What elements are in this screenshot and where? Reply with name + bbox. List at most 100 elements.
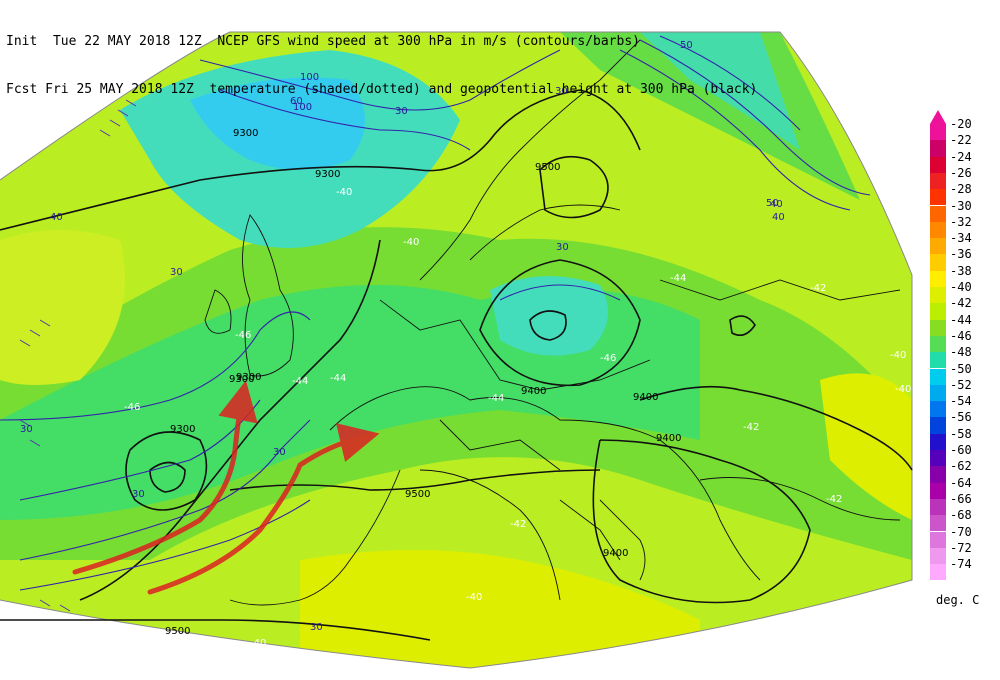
legend-swatch	[930, 189, 946, 206]
legend-swatch	[930, 368, 946, 385]
legend-swatch	[930, 156, 946, 173]
temperature-labels: -40 -40 -40 -42 -42 -42 -42 -44 -44 -44 -44 -46 -46 -…	[124, 187, 911, 649]
fcst-label: Fcst	[6, 82, 38, 97]
legend-tick-label: -24	[950, 149, 972, 164]
height-contour-label: 9500	[165, 626, 190, 637]
temperature-label: -42	[810, 283, 826, 294]
temperature-label: -44	[292, 376, 308, 387]
legend-tick-label: -30	[950, 198, 972, 213]
wind-contour-label: 100	[293, 102, 312, 113]
legend-tick-label: -26	[950, 165, 972, 180]
temperature-label: -42	[510, 519, 526, 530]
legend-swatch	[930, 254, 946, 271]
legend-swatch	[930, 238, 946, 255]
height-contour-label: 9300	[315, 169, 340, 180]
legend-tick-label: -70	[950, 524, 972, 539]
legend-swatch	[930, 466, 946, 483]
height-contour-label: 9300	[229, 374, 254, 385]
legend-swatch	[930, 417, 946, 434]
temperature-label: -40	[890, 350, 906, 361]
temperature-label: -40	[466, 592, 482, 603]
wind-contour-label: 30	[132, 489, 145, 500]
legend-tick-label: -40	[950, 280, 972, 294]
temperature-label: -40	[336, 187, 352, 198]
legend-tick-label: -68	[950, 508, 972, 523]
legend-tick-label: -38	[950, 263, 972, 278]
legend-swatch	[930, 270, 946, 287]
legend-swatch	[930, 352, 946, 369]
legend-swatch	[930, 221, 946, 239]
wind-contour-label: 30	[395, 106, 408, 117]
coastlines	[204, 39, 901, 606]
legend-swatch	[930, 547, 946, 565]
wind-contour-label: 30	[555, 86, 568, 97]
legend-tick-label: -36	[950, 247, 972, 262]
height-contour-label: 9400	[633, 392, 658, 403]
legend-swatch	[930, 450, 946, 467]
wind-contour-label: 40	[772, 212, 785, 223]
header-row-fcst: Fcst Fri 25 MAY 2018 12Z temperature (sh…	[6, 82, 757, 98]
legend-swatch	[930, 531, 946, 548]
header-title-line2: temperature (shaded/dotted) and geopoten…	[209, 82, 758, 97]
legend-tick-label: -44	[950, 312, 972, 327]
legend-swatch	[930, 140, 946, 157]
height-contour-label: 9400	[521, 386, 546, 397]
legend-units: deg. C	[936, 593, 980, 607]
legend-swatch	[930, 564, 946, 581]
legend-tick-label: -28	[950, 182, 972, 197]
legend-tick-label: -46	[950, 328, 972, 343]
temperature-label: -46	[600, 353, 616, 364]
header-row-init: Init Tue 22 MAY 2018 12Z NCEP GFS wind s…	[6, 34, 757, 50]
wind-contour-label: 50	[680, 40, 693, 51]
legend-tick-label: -20	[950, 117, 972, 131]
temperature-label: -40	[403, 237, 419, 248]
legend-swatch	[930, 401, 946, 418]
legend-tick-label: -50	[950, 361, 972, 376]
legend-swatch	[930, 287, 946, 304]
legend-tick-label: -64	[950, 475, 972, 490]
temperature-label: -46	[235, 330, 251, 341]
legend-tick-label: -42	[950, 296, 972, 311]
temperature-label: -40	[250, 638, 266, 649]
height-contour-label: 9400	[603, 548, 628, 559]
temperature-label: -44	[330, 373, 346, 384]
annotation-arrows	[72, 380, 380, 595]
init-time: Tue 22 MAY 2018 12Z	[52, 34, 202, 49]
legend-tick-label: -60	[950, 443, 972, 457]
height-contour-label: 9300	[233, 128, 258, 139]
legend-tick-label: -56	[950, 410, 972, 425]
temperature-label: -42	[826, 494, 842, 505]
legend-swatch	[930, 172, 946, 190]
legend-tick-label: -54	[950, 394, 972, 409]
legend-tick-label: -32	[950, 214, 972, 229]
legend-swatch	[930, 303, 946, 320]
temperature-label: -46	[124, 402, 140, 413]
wind-contour-label: 50	[766, 198, 779, 209]
wind-contour-label: 60	[290, 96, 303, 107]
legend-tick-label: -48	[950, 345, 972, 360]
legend-tick-label: -52	[950, 377, 972, 392]
wind-contour-label: 30	[273, 447, 286, 458]
temperature-label: -44	[488, 393, 504, 404]
legend-swatch	[930, 433, 946, 450]
legend-tick-label: -74	[950, 557, 972, 572]
legend-swatch	[930, 498, 946, 516]
legend-swatch	[930, 482, 946, 499]
wind-contour-label: 30	[170, 267, 183, 278]
height-contour-label: 9300	[170, 424, 195, 435]
wind-contour-label: 40	[50, 212, 63, 223]
wind-contour-label: 30	[310, 622, 323, 633]
fcst-time: Fri 25 MAY 2018 12Z	[45, 82, 194, 97]
legend-swatch	[930, 205, 946, 222]
legend-tick-label: -22	[950, 133, 972, 148]
height-contour-label: 9400	[656, 433, 681, 444]
legend-tick-label: -66	[950, 491, 972, 506]
legend-tick-label: -62	[950, 459, 972, 474]
legend-tick-label: -34	[950, 231, 972, 246]
wind-contour-label: 30	[556, 242, 569, 253]
height-contour-label: 9500	[535, 162, 560, 173]
wind-contour-label: 30	[20, 424, 33, 435]
init-label: Init	[6, 34, 38, 49]
